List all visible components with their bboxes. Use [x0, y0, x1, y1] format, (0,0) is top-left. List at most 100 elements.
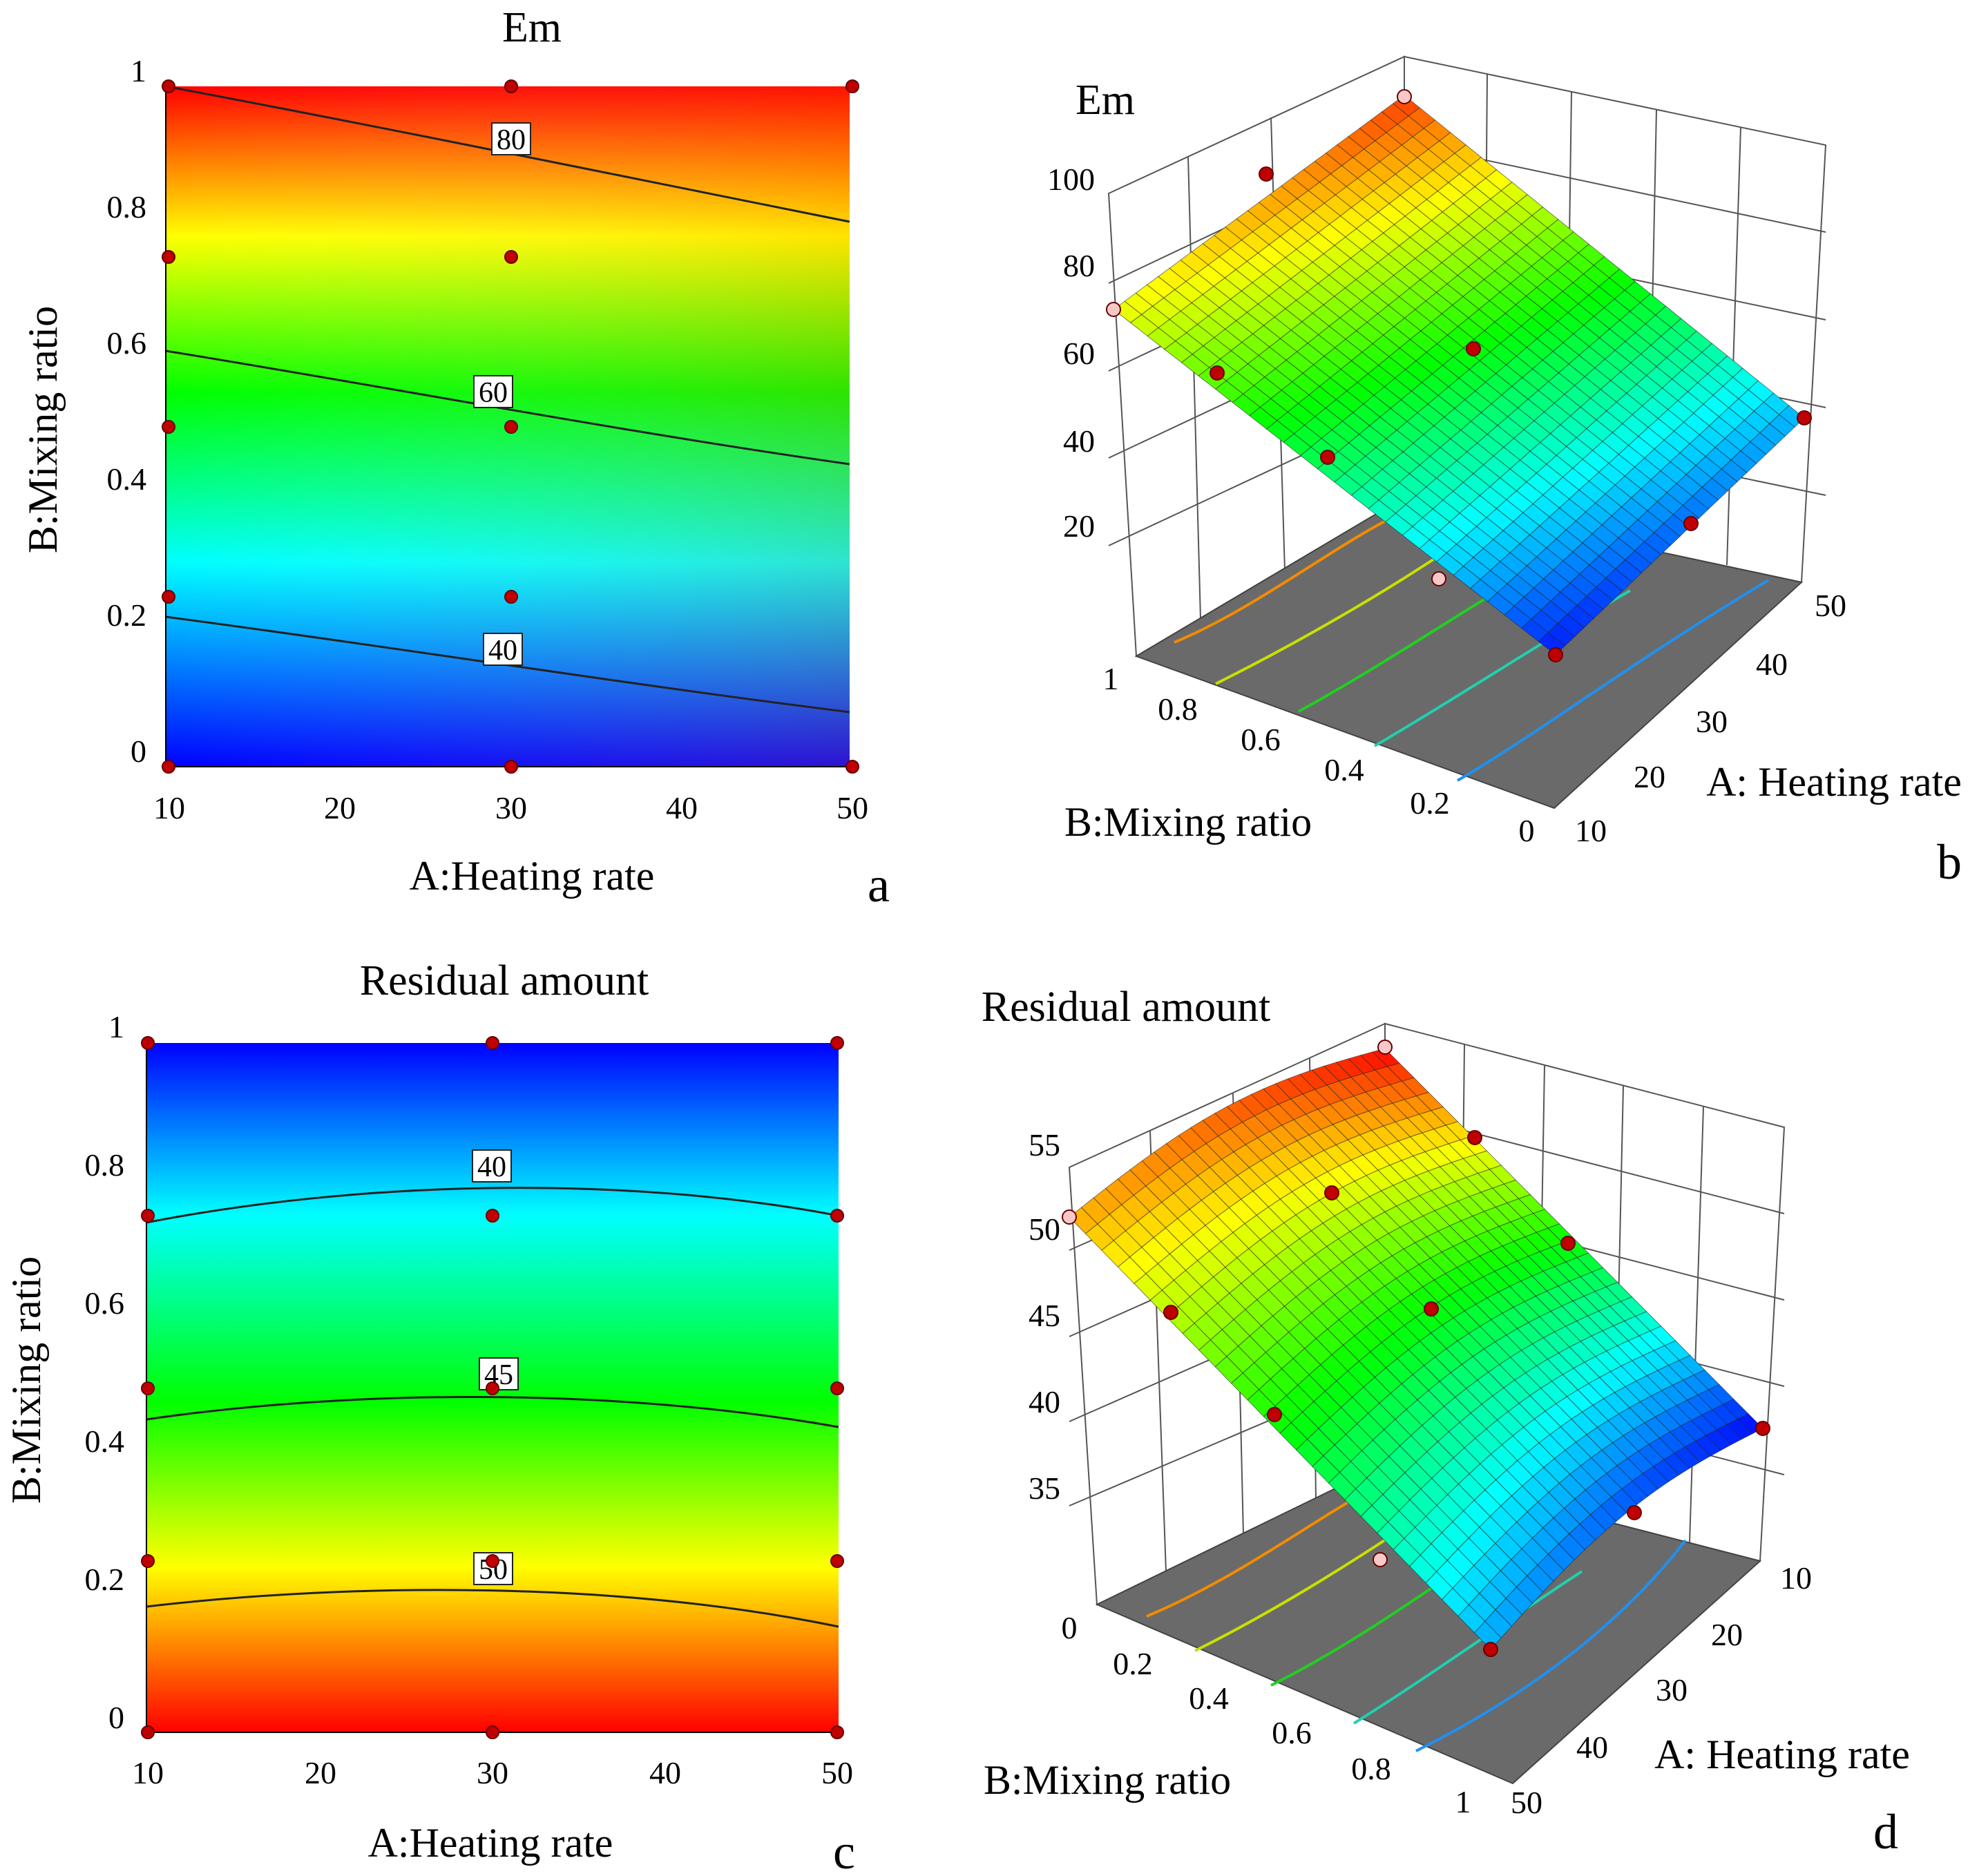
design-point: [1062, 1209, 1077, 1225]
chart-d-atick-30: 30: [1656, 1672, 1688, 1707]
chart-b-a-ticks: 10 20 30 40 50: [1575, 588, 1846, 848]
design-point: [1267, 1407, 1282, 1422]
chart-c-xtick-20: 20: [305, 1755, 336, 1790]
chart-b-b-ticks: 1 0.8 0.6 0.4 0.2 0: [1103, 661, 1535, 848]
chart-c-ytick-0.4: 0.4: [85, 1424, 125, 1459]
chart-c-y-ticks: 0 0.2 0.4 0.6 0.8 1: [85, 1009, 125, 1735]
chart-a-ytick-0.8: 0.8: [107, 189, 147, 224]
chart-d-btick-0.8: 0.8: [1351, 1751, 1391, 1786]
chart-b-ztick-40: 40: [1063, 423, 1095, 459]
design-point: [1548, 647, 1563, 662]
chart-d-atick-50: 50: [1511, 1785, 1542, 1820]
chart-d-ztick-55: 55: [1029, 1127, 1060, 1162]
design-point: [1431, 571, 1446, 586]
chart-a-y-ticks: 0 0.2 0.4 0.6 0.8 1: [107, 53, 147, 769]
chart-b-atick-50: 50: [1815, 588, 1846, 623]
design-point: [1259, 166, 1274, 182]
chart-a-ytick-1: 1: [131, 53, 146, 88]
design-point: [1320, 450, 1335, 465]
chart-a-x-ticks: 10 20 30 40 50: [153, 790, 868, 825]
design-point: [1106, 302, 1121, 317]
chart-c-title: Residual amount: [360, 957, 649, 1004]
chart-d-b-ticks: 0 0.2 0.4 0.6 0.8 1: [1062, 1610, 1471, 1819]
chart-b-btick-0.2: 0.2: [1410, 785, 1450, 821]
chart-d-ztick-35: 35: [1029, 1471, 1060, 1506]
chart-d-ztick-40: 40: [1029, 1384, 1060, 1419]
chart-b-btick-0.8: 0.8: [1158, 691, 1198, 727]
chart-c-ytick-0.6: 0.6: [85, 1285, 125, 1321]
chart-b-blabel: B:Mixing ratio: [1064, 799, 1312, 845]
chart-c-contour-40: [146, 1187, 839, 1224]
svg-text:60: 60: [479, 377, 508, 409]
chart-a-ytick-0.4: 0.4: [107, 461, 147, 497]
chart-a-xtick-50: 50: [837, 790, 868, 825]
chart-c-contour-label-40: 40: [472, 1149, 512, 1183]
chart-c-x-ticks: 10 20 30 40 50: [132, 1755, 853, 1790]
chart-a-contour-60: [165, 350, 850, 466]
panel-letter-a: a: [868, 857, 890, 912]
chart-c-xtick-50: 50: [821, 1755, 853, 1790]
chart-b-ztick-100: 100: [1047, 162, 1095, 197]
chart-d-ztick-50: 50: [1029, 1212, 1060, 1247]
design-point: [1797, 410, 1812, 425]
chart-a-title: Em: [502, 4, 562, 51]
chart-a-ytick-0.6: 0.6: [107, 325, 147, 361]
chart-d-blabel: B:Mixing ratio: [984, 1757, 1231, 1803]
chart-a-xtick-30: 30: [495, 790, 527, 825]
chart-d-title: Residual amount: [982, 984, 1270, 1031]
chart-b-atick-30: 30: [1696, 704, 1728, 739]
chart-d-a-ticks: 10 20 30 40 50: [1511, 1560, 1812, 1820]
chart-b-alabel: A: Heating rate: [1706, 759, 1962, 805]
panel-d: Residual amount: [982, 984, 1910, 1859]
design-point: [1483, 1642, 1498, 1657]
chart-c-design-points: [141, 1036, 844, 1739]
chart-c-xtick-30: 30: [477, 1755, 508, 1790]
chart-b-ztick-20: 20: [1063, 508, 1095, 544]
chart-d-ztick-45: 45: [1029, 1298, 1060, 1333]
design-point: [1755, 1421, 1770, 1436]
chart-a-xtick-10: 10: [153, 790, 185, 825]
chart-d-btick-0.2: 0.2: [1113, 1646, 1153, 1681]
chart-b-btick-0.4: 0.4: [1324, 752, 1364, 787]
chart-a-ytick-0.2: 0.2: [107, 597, 147, 633]
panel-b: Em: [1047, 55, 1962, 890]
chart-c-ytick-1: 1: [108, 1009, 124, 1044]
chart-d-alabel: A: Heating rate: [1654, 1732, 1910, 1777]
chart-a-contour-label-80: 80: [491, 122, 531, 156]
design-point: [1560, 1236, 1576, 1251]
panel-a: Em 40 60 80 0 0.2 0.4 0.6 0.8 1: [20, 4, 890, 912]
panel-c: Residual amount 40 45 50 0 0.2 0.4 0.6 0…: [3, 957, 855, 1876]
chart-b-btick-0: 0: [1519, 813, 1535, 848]
design-point: [1627, 1505, 1642, 1520]
design-point: [1424, 1301, 1439, 1317]
chart-b-atick-20: 20: [1634, 759, 1665, 794]
design-point: [1210, 365, 1225, 381]
chart-d-atick-20: 20: [1711, 1617, 1743, 1652]
design-point: [1377, 1040, 1393, 1055]
chart-d-atick-40: 40: [1576, 1730, 1608, 1765]
chart-c-contour-45: [146, 1396, 839, 1428]
chart-b-z-ticks: 20 40 60 80 100: [1047, 162, 1095, 544]
chart-d-z-ticks: 35 40 45 50 55: [1029, 1127, 1060, 1506]
chart-a-ylabel: B:Mixing ratio: [20, 306, 66, 553]
chart-b-surface: [1106, 89, 1812, 662]
chart-b-title: Em: [1076, 77, 1135, 124]
chart-a-contour-label-60: 60: [473, 375, 513, 409]
chart-b-ztick-60: 60: [1063, 336, 1095, 371]
design-point: [1324, 1185, 1339, 1200]
panel-letter-d: d: [1873, 1804, 1898, 1859]
chart-b-btick-1: 1: [1103, 661, 1119, 696]
chart-c-xlabel: A:Heating rate: [368, 1820, 613, 1866]
chart-d-btick-1: 1: [1455, 1784, 1471, 1819]
chart-b-ztick-80: 80: [1063, 248, 1095, 283]
svg-text:40: 40: [488, 635, 517, 667]
chart-c-contour-50: [146, 1589, 839, 1628]
chart-c-ytick-0.2: 0.2: [85, 1562, 125, 1597]
design-point: [1467, 1130, 1482, 1145]
design-point: [1466, 341, 1481, 356]
chart-a-xtick-40: 40: [666, 790, 698, 825]
chart-d-btick-0.6: 0.6: [1272, 1715, 1312, 1750]
chart-c-ytick-0.8: 0.8: [85, 1147, 125, 1183]
chart-d-btick-0.4: 0.4: [1189, 1681, 1229, 1716]
